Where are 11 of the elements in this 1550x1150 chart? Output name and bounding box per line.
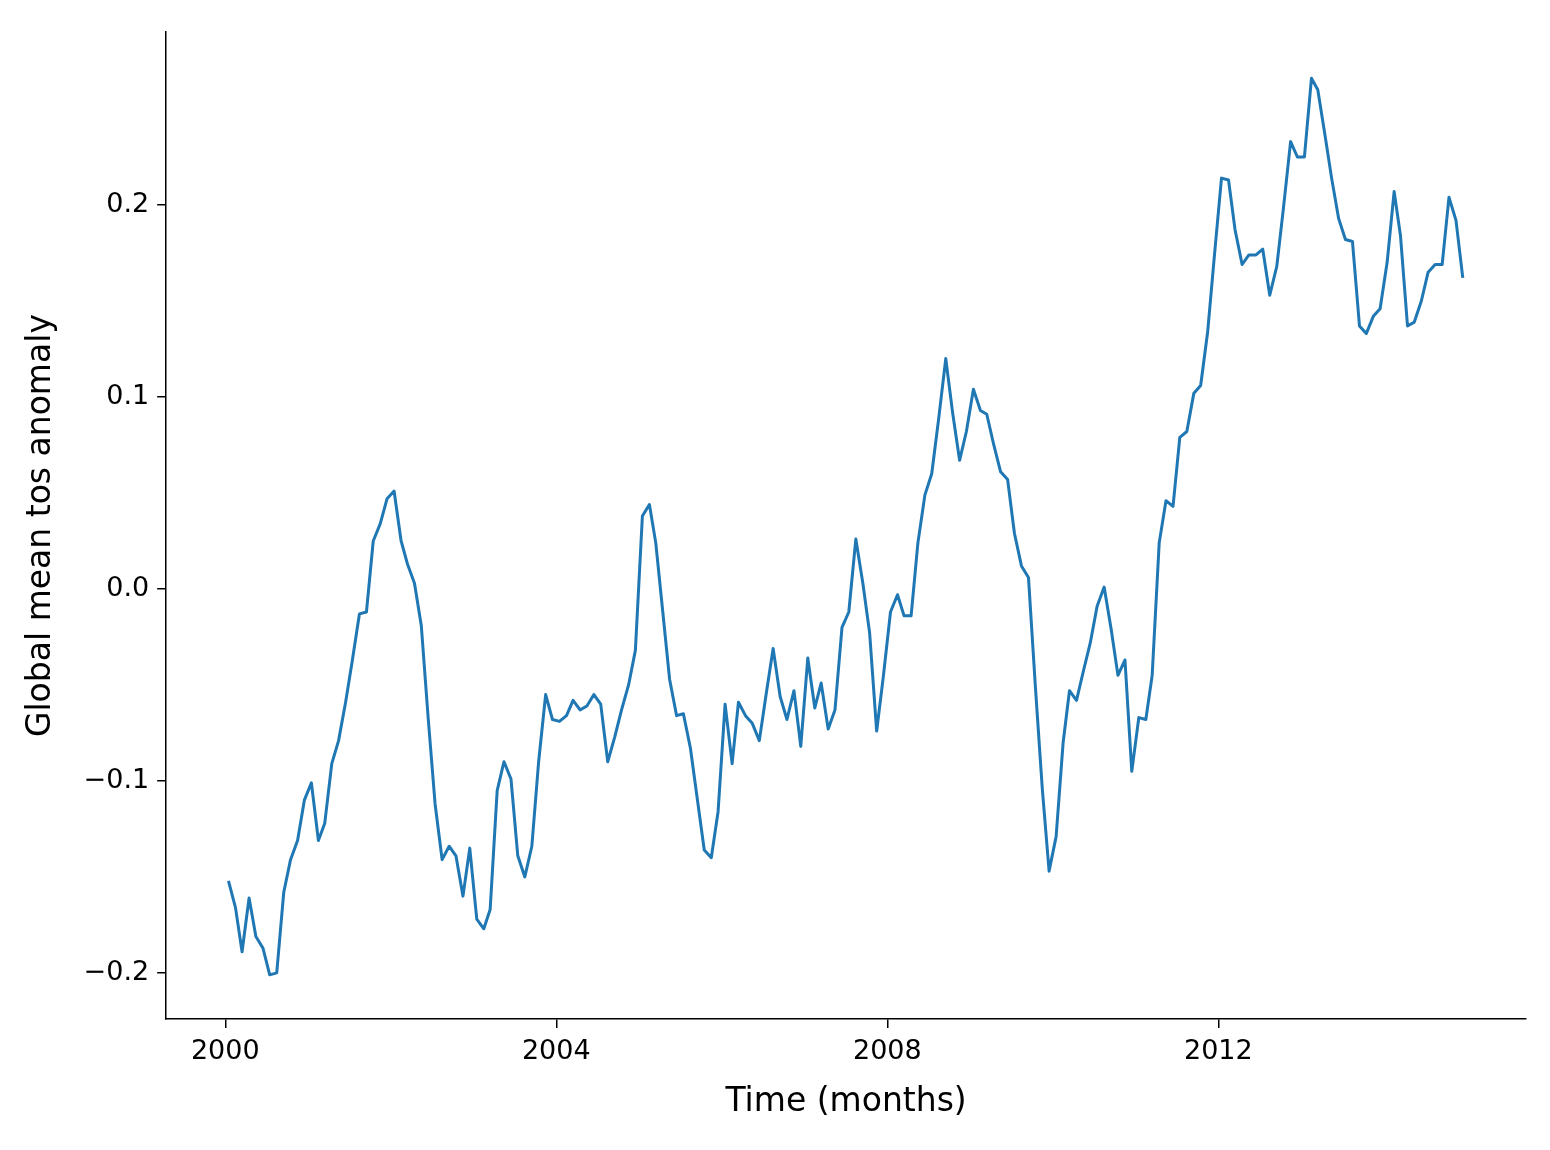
y-tick-label: −0.2 [83, 954, 150, 986]
y-tick-label: 0.2 [106, 187, 150, 218]
y-tick-label: −0.1 [83, 762, 150, 794]
x-axis-title: Time (months) [724, 1079, 967, 1119]
y-axis-title: Global mean tos anomaly [19, 314, 59, 738]
y-tick-label: 0.0 [106, 570, 150, 602]
y-tick-label: 0.1 [106, 378, 150, 410]
x-tick-label: 2008 [852, 1034, 922, 1066]
x-tick-label: 2012 [1183, 1034, 1253, 1066]
x-tick-label: 2004 [521, 1034, 591, 1066]
x-tick-label: 2000 [190, 1034, 260, 1066]
